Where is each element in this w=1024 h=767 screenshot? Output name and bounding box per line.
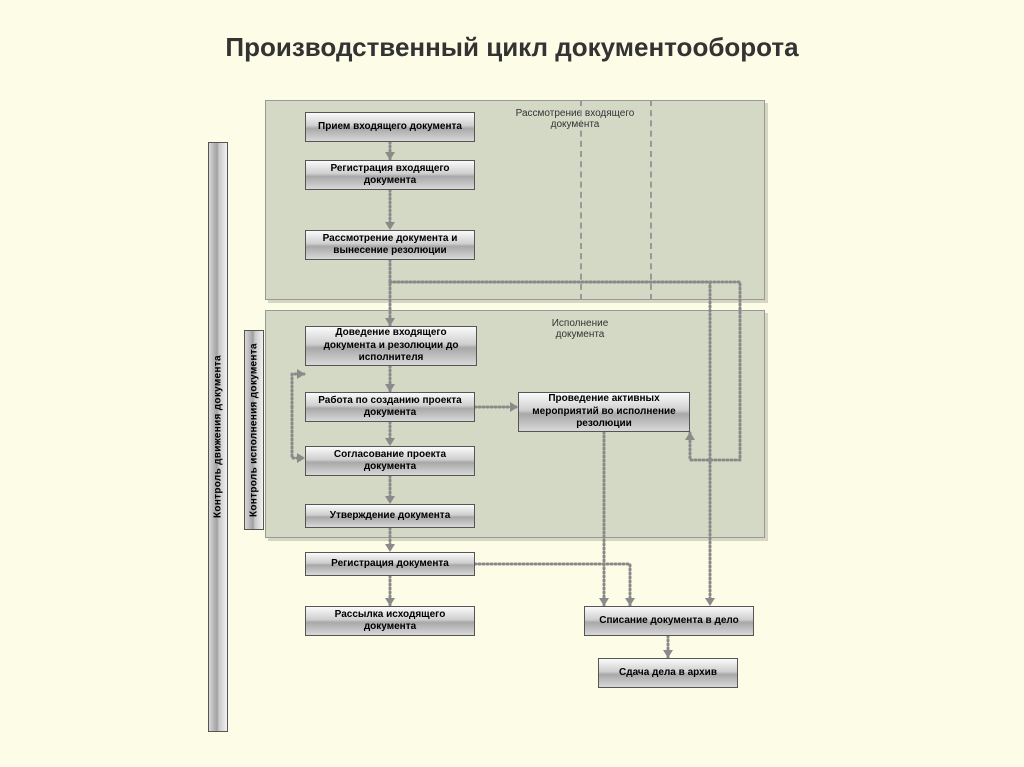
node-register: Регистрация документа [305, 552, 475, 576]
node-receive: Прием входящего документа [305, 112, 475, 142]
diagram-canvas: Рассмотрение входящего документа Исполне… [0, 0, 1024, 767]
node-file: Списание документа в дело [584, 606, 754, 636]
node-deliver-resolution: Доведение входящего документа и резолюци… [305, 326, 477, 366]
vbar-control-movement: Контроль движения документа [208, 142, 228, 732]
node-confirm: Утверждение документа [305, 504, 475, 528]
panel-execution-label: Исполнение документа [530, 318, 630, 340]
dash-2 [650, 100, 652, 300]
node-approve: Согласование проекта документа [305, 446, 475, 476]
vbar-control-execution: Контроль исполнения документа [244, 330, 264, 530]
node-register-incoming: Регистрация входящего документа [305, 160, 475, 190]
node-archive: Сдача дела в архив [598, 658, 738, 688]
node-send: Рассылка исходящего документа [305, 606, 475, 636]
dash-1 [580, 100, 582, 300]
node-active-measures: Проведение активных мероприятий во испол… [518, 392, 690, 432]
panel-review-label: Рассмотрение входящего документа [500, 108, 650, 130]
node-draft: Работа по созданию проекта документа [305, 392, 475, 422]
node-review-resolution: Рассмотрение документа и вынесение резол… [305, 230, 475, 260]
